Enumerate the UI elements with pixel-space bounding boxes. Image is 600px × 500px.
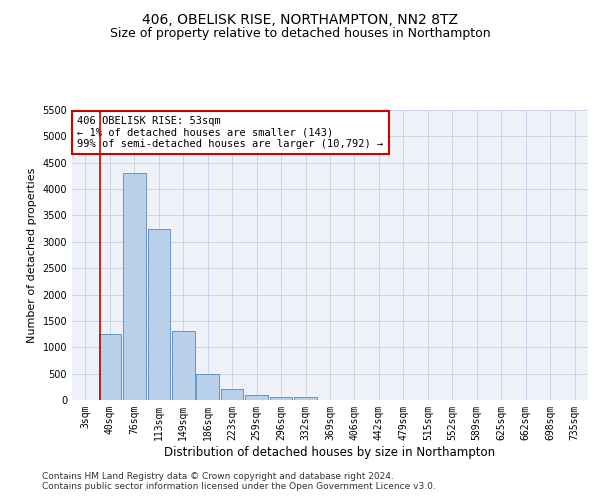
Text: Contains HM Land Registry data © Crown copyright and database right 2024.: Contains HM Land Registry data © Crown c…	[42, 472, 394, 481]
Bar	[294, 397, 317, 400]
Bar	[270, 396, 292, 400]
Bar	[221, 390, 244, 400]
Bar	[172, 332, 194, 400]
Y-axis label: Number of detached properties: Number of detached properties	[27, 168, 37, 342]
Text: Contains public sector information licensed under the Open Government Licence v3: Contains public sector information licen…	[42, 482, 436, 491]
Bar	[196, 374, 219, 400]
Bar	[148, 228, 170, 400]
Text: 406, OBELISK RISE, NORTHAMPTON, NN2 8TZ: 406, OBELISK RISE, NORTHAMPTON, NN2 8TZ	[142, 12, 458, 26]
Bar	[245, 394, 268, 400]
Bar	[123, 174, 146, 400]
Bar	[98, 334, 121, 400]
Text: 406 OBELISK RISE: 53sqm
← 1% of detached houses are smaller (143)
99% of semi-de: 406 OBELISK RISE: 53sqm ← 1% of detached…	[77, 116, 383, 149]
X-axis label: Distribution of detached houses by size in Northampton: Distribution of detached houses by size …	[164, 446, 496, 458]
Text: Size of property relative to detached houses in Northampton: Size of property relative to detached ho…	[110, 28, 490, 40]
